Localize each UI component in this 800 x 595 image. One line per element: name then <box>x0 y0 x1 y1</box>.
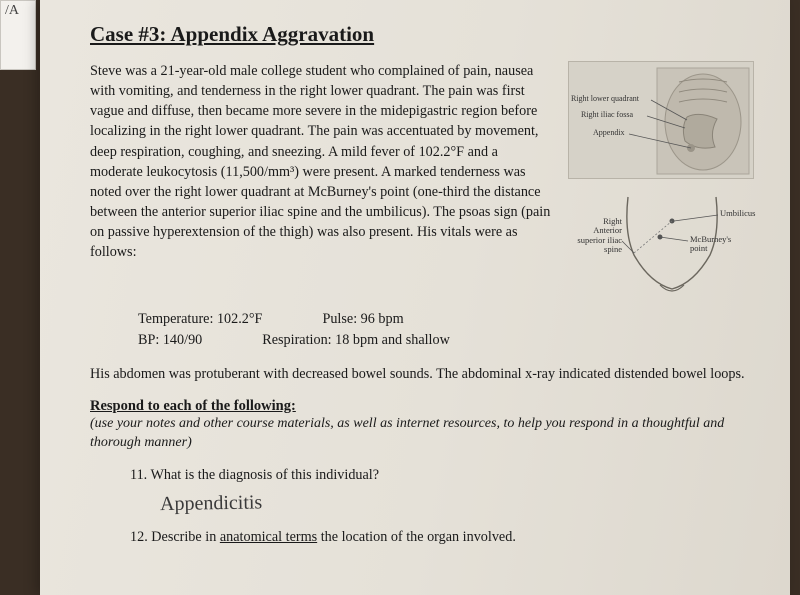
question-12: 12. Describe in anatomical terms the loc… <box>130 529 754 546</box>
case-paragraph: Steve was a 21-year-old male college stu… <box>90 61 554 295</box>
question-11: 11. What is the diagnosis of this indivi… <box>130 467 754 484</box>
anatomy-figure-1: Right lower quadrant Right iliac fossa A… <box>568 61 754 179</box>
fig2-label-rasis: Right Anterior superior iliac spine <box>570 217 622 254</box>
worksheet-paper: Case #3: Appendix Aggravation Steve was … <box>40 0 790 595</box>
vital-respiration: Respiration: 18 bpm and shallow <box>262 330 450 351</box>
fig1-label-rlq: Right lower quadrant <box>571 94 639 103</box>
respond-subtext: (use your notes and other course materia… <box>90 415 754 453</box>
anatomy-figure-2: Right Anterior superior iliac spine Umbi… <box>568 185 754 295</box>
fig2-label-umbilicus: Umbilicus <box>720 209 755 218</box>
vital-bp: BP: 140/90 <box>138 330 202 351</box>
figure-column: Right lower quadrant Right iliac fossa A… <box>568 61 754 295</box>
handwritten-answer-11: Appendicitis <box>160 482 754 515</box>
vitals-block: Temperature: 102.2°F Pulse: 96 bpm BP: 1… <box>138 309 754 352</box>
respond-heading: Respond to each of the following: <box>90 398 754 415</box>
findings-paragraph: His abdomen was protuberant with decreas… <box>90 364 754 384</box>
fig1-label-rif: Right iliac fossa <box>581 110 633 119</box>
vital-temperature: Temperature: 102.2°F <box>138 309 262 330</box>
side-tab: /A <box>0 0 36 70</box>
fig1-label-app: Appendix <box>593 128 625 137</box>
vital-pulse: Pulse: 96 bpm <box>322 309 403 330</box>
case-title: Case #3: Appendix Aggravation <box>90 22 754 47</box>
anatomy-svg-1 <box>569 62 755 180</box>
fig2-label-mcburney: McBurney's point <box>690 235 731 254</box>
